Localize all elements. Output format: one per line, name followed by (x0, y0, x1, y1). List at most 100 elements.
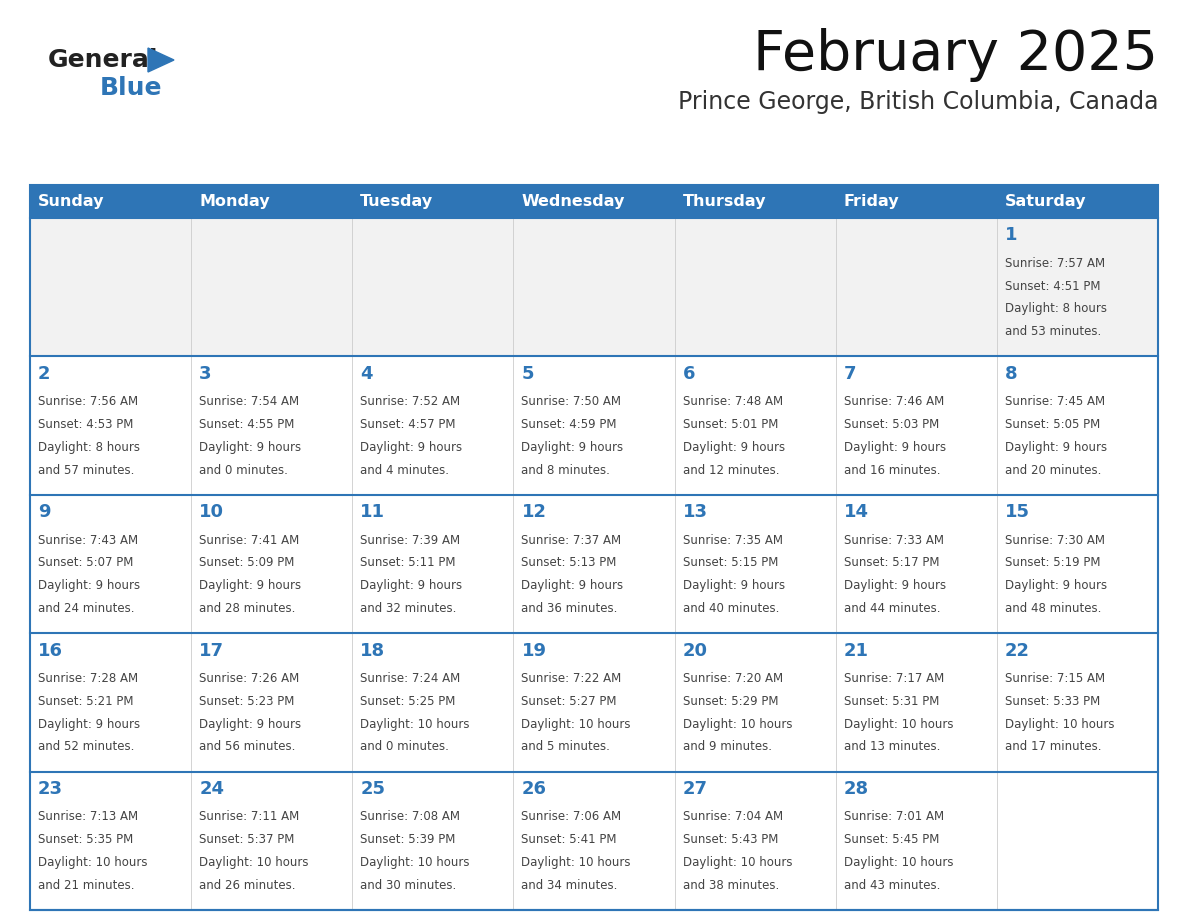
Text: and 0 minutes.: and 0 minutes. (360, 741, 449, 754)
Text: Sunrise: 7:50 AM: Sunrise: 7:50 AM (522, 395, 621, 409)
Bar (191, 633, 353, 772)
Text: Daylight: 9 hours: Daylight: 9 hours (1005, 441, 1107, 453)
Text: Sunset: 5:11 PM: Sunset: 5:11 PM (360, 556, 456, 569)
Text: and 34 minutes.: and 34 minutes. (522, 879, 618, 892)
Text: Sunrise: 7:28 AM: Sunrise: 7:28 AM (38, 672, 138, 685)
Text: 21: 21 (843, 642, 868, 659)
Text: Friday: Friday (843, 194, 899, 209)
Text: 22: 22 (1005, 642, 1030, 659)
Text: and 36 minutes.: and 36 minutes. (522, 602, 618, 615)
Bar (835, 218, 997, 356)
Text: Sunrise: 7:57 AM: Sunrise: 7:57 AM (1005, 257, 1105, 270)
Text: 9: 9 (38, 503, 51, 521)
Bar (675, 772, 835, 910)
Text: Sunrise: 7:08 AM: Sunrise: 7:08 AM (360, 811, 460, 823)
Text: Monday: Monday (200, 194, 270, 209)
Bar (675, 218, 835, 356)
Text: 5: 5 (522, 364, 533, 383)
Text: Sunset: 5:15 PM: Sunset: 5:15 PM (683, 556, 778, 569)
Text: 15: 15 (1005, 503, 1030, 521)
Text: Daylight: 9 hours: Daylight: 9 hours (683, 441, 785, 453)
Text: Sunset: 5:09 PM: Sunset: 5:09 PM (200, 556, 295, 569)
Bar (30, 185, 1158, 218)
Text: and 43 minutes.: and 43 minutes. (843, 879, 940, 892)
Text: Sunrise: 7:37 AM: Sunrise: 7:37 AM (522, 533, 621, 546)
Text: and 12 minutes.: and 12 minutes. (683, 464, 779, 476)
Bar (997, 218, 1158, 356)
Text: Sunrise: 7:15 AM: Sunrise: 7:15 AM (1005, 672, 1105, 685)
Text: Daylight: 10 hours: Daylight: 10 hours (522, 718, 631, 731)
Bar (513, 356, 675, 495)
Text: Daylight: 10 hours: Daylight: 10 hours (522, 856, 631, 869)
Text: Sunset: 5:35 PM: Sunset: 5:35 PM (38, 834, 133, 846)
Text: 14: 14 (843, 503, 868, 521)
Bar (30, 356, 191, 495)
Text: Sunrise: 7:17 AM: Sunrise: 7:17 AM (843, 672, 944, 685)
Text: 20: 20 (683, 642, 708, 659)
Text: and 48 minutes.: and 48 minutes. (1005, 602, 1101, 615)
Text: and 32 minutes.: and 32 minutes. (360, 602, 456, 615)
Text: Sunset: 5:39 PM: Sunset: 5:39 PM (360, 834, 456, 846)
Bar (353, 218, 513, 356)
Text: Daylight: 8 hours: Daylight: 8 hours (38, 441, 140, 453)
Text: 7: 7 (843, 364, 857, 383)
Text: and 38 minutes.: and 38 minutes. (683, 879, 779, 892)
Bar (835, 633, 997, 772)
Text: Sunset: 5:05 PM: Sunset: 5:05 PM (1005, 418, 1100, 431)
Text: Sunset: 5:13 PM: Sunset: 5:13 PM (522, 556, 617, 569)
Text: Daylight: 10 hours: Daylight: 10 hours (683, 856, 792, 869)
Text: Sunset: 5:19 PM: Sunset: 5:19 PM (1005, 556, 1100, 569)
Text: Sunrise: 7:45 AM: Sunrise: 7:45 AM (1005, 395, 1105, 409)
Text: and 24 minutes.: and 24 minutes. (38, 602, 134, 615)
Text: and 4 minutes.: and 4 minutes. (360, 464, 449, 476)
Text: Saturday: Saturday (1005, 194, 1086, 209)
Bar (997, 633, 1158, 772)
Text: Sunset: 5:23 PM: Sunset: 5:23 PM (200, 695, 295, 708)
Text: and 17 minutes.: and 17 minutes. (1005, 741, 1101, 754)
Text: Sunset: 4:53 PM: Sunset: 4:53 PM (38, 418, 133, 431)
Text: Sunrise: 7:41 AM: Sunrise: 7:41 AM (200, 533, 299, 546)
Text: Sunset: 5:01 PM: Sunset: 5:01 PM (683, 418, 778, 431)
Text: Sunset: 5:33 PM: Sunset: 5:33 PM (1005, 695, 1100, 708)
Text: Daylight: 10 hours: Daylight: 10 hours (843, 856, 953, 869)
Text: Sunrise: 7:39 AM: Sunrise: 7:39 AM (360, 533, 461, 546)
Text: and 13 minutes.: and 13 minutes. (843, 741, 940, 754)
Text: Sunset: 5:27 PM: Sunset: 5:27 PM (522, 695, 617, 708)
Bar (30, 218, 191, 356)
Text: Sunrise: 7:22 AM: Sunrise: 7:22 AM (522, 672, 621, 685)
Text: Sunset: 5:17 PM: Sunset: 5:17 PM (843, 556, 940, 569)
Text: Sunrise: 7:56 AM: Sunrise: 7:56 AM (38, 395, 138, 409)
Text: February 2025: February 2025 (753, 28, 1158, 82)
Polygon shape (148, 48, 173, 72)
Bar (675, 495, 835, 633)
Text: 8: 8 (1005, 364, 1018, 383)
Text: Daylight: 9 hours: Daylight: 9 hours (200, 441, 302, 453)
Text: and 40 minutes.: and 40 minutes. (683, 602, 779, 615)
Bar (30, 772, 191, 910)
Bar (997, 356, 1158, 495)
Text: Sunrise: 7:52 AM: Sunrise: 7:52 AM (360, 395, 461, 409)
Text: Sunrise: 7:13 AM: Sunrise: 7:13 AM (38, 811, 138, 823)
Text: and 52 minutes.: and 52 minutes. (38, 741, 134, 754)
Text: Sunrise: 7:33 AM: Sunrise: 7:33 AM (843, 533, 943, 546)
Text: Sunrise: 7:43 AM: Sunrise: 7:43 AM (38, 533, 138, 546)
Bar (835, 495, 997, 633)
Text: Daylight: 8 hours: Daylight: 8 hours (1005, 302, 1107, 316)
Bar (191, 772, 353, 910)
Text: and 26 minutes.: and 26 minutes. (200, 879, 296, 892)
Text: Sunset: 5:03 PM: Sunset: 5:03 PM (843, 418, 939, 431)
Bar (835, 356, 997, 495)
Text: Sunrise: 7:04 AM: Sunrise: 7:04 AM (683, 811, 783, 823)
Text: Sunrise: 7:20 AM: Sunrise: 7:20 AM (683, 672, 783, 685)
Text: Daylight: 9 hours: Daylight: 9 hours (522, 579, 624, 592)
Bar (513, 495, 675, 633)
Bar (191, 218, 353, 356)
Text: Sunrise: 7:48 AM: Sunrise: 7:48 AM (683, 395, 783, 409)
Bar (30, 185, 1158, 910)
Text: Sunset: 4:55 PM: Sunset: 4:55 PM (200, 418, 295, 431)
Bar (835, 772, 997, 910)
Text: Sunset: 4:59 PM: Sunset: 4:59 PM (522, 418, 617, 431)
Text: Sunrise: 7:01 AM: Sunrise: 7:01 AM (843, 811, 944, 823)
Bar (997, 772, 1158, 910)
Bar (191, 495, 353, 633)
